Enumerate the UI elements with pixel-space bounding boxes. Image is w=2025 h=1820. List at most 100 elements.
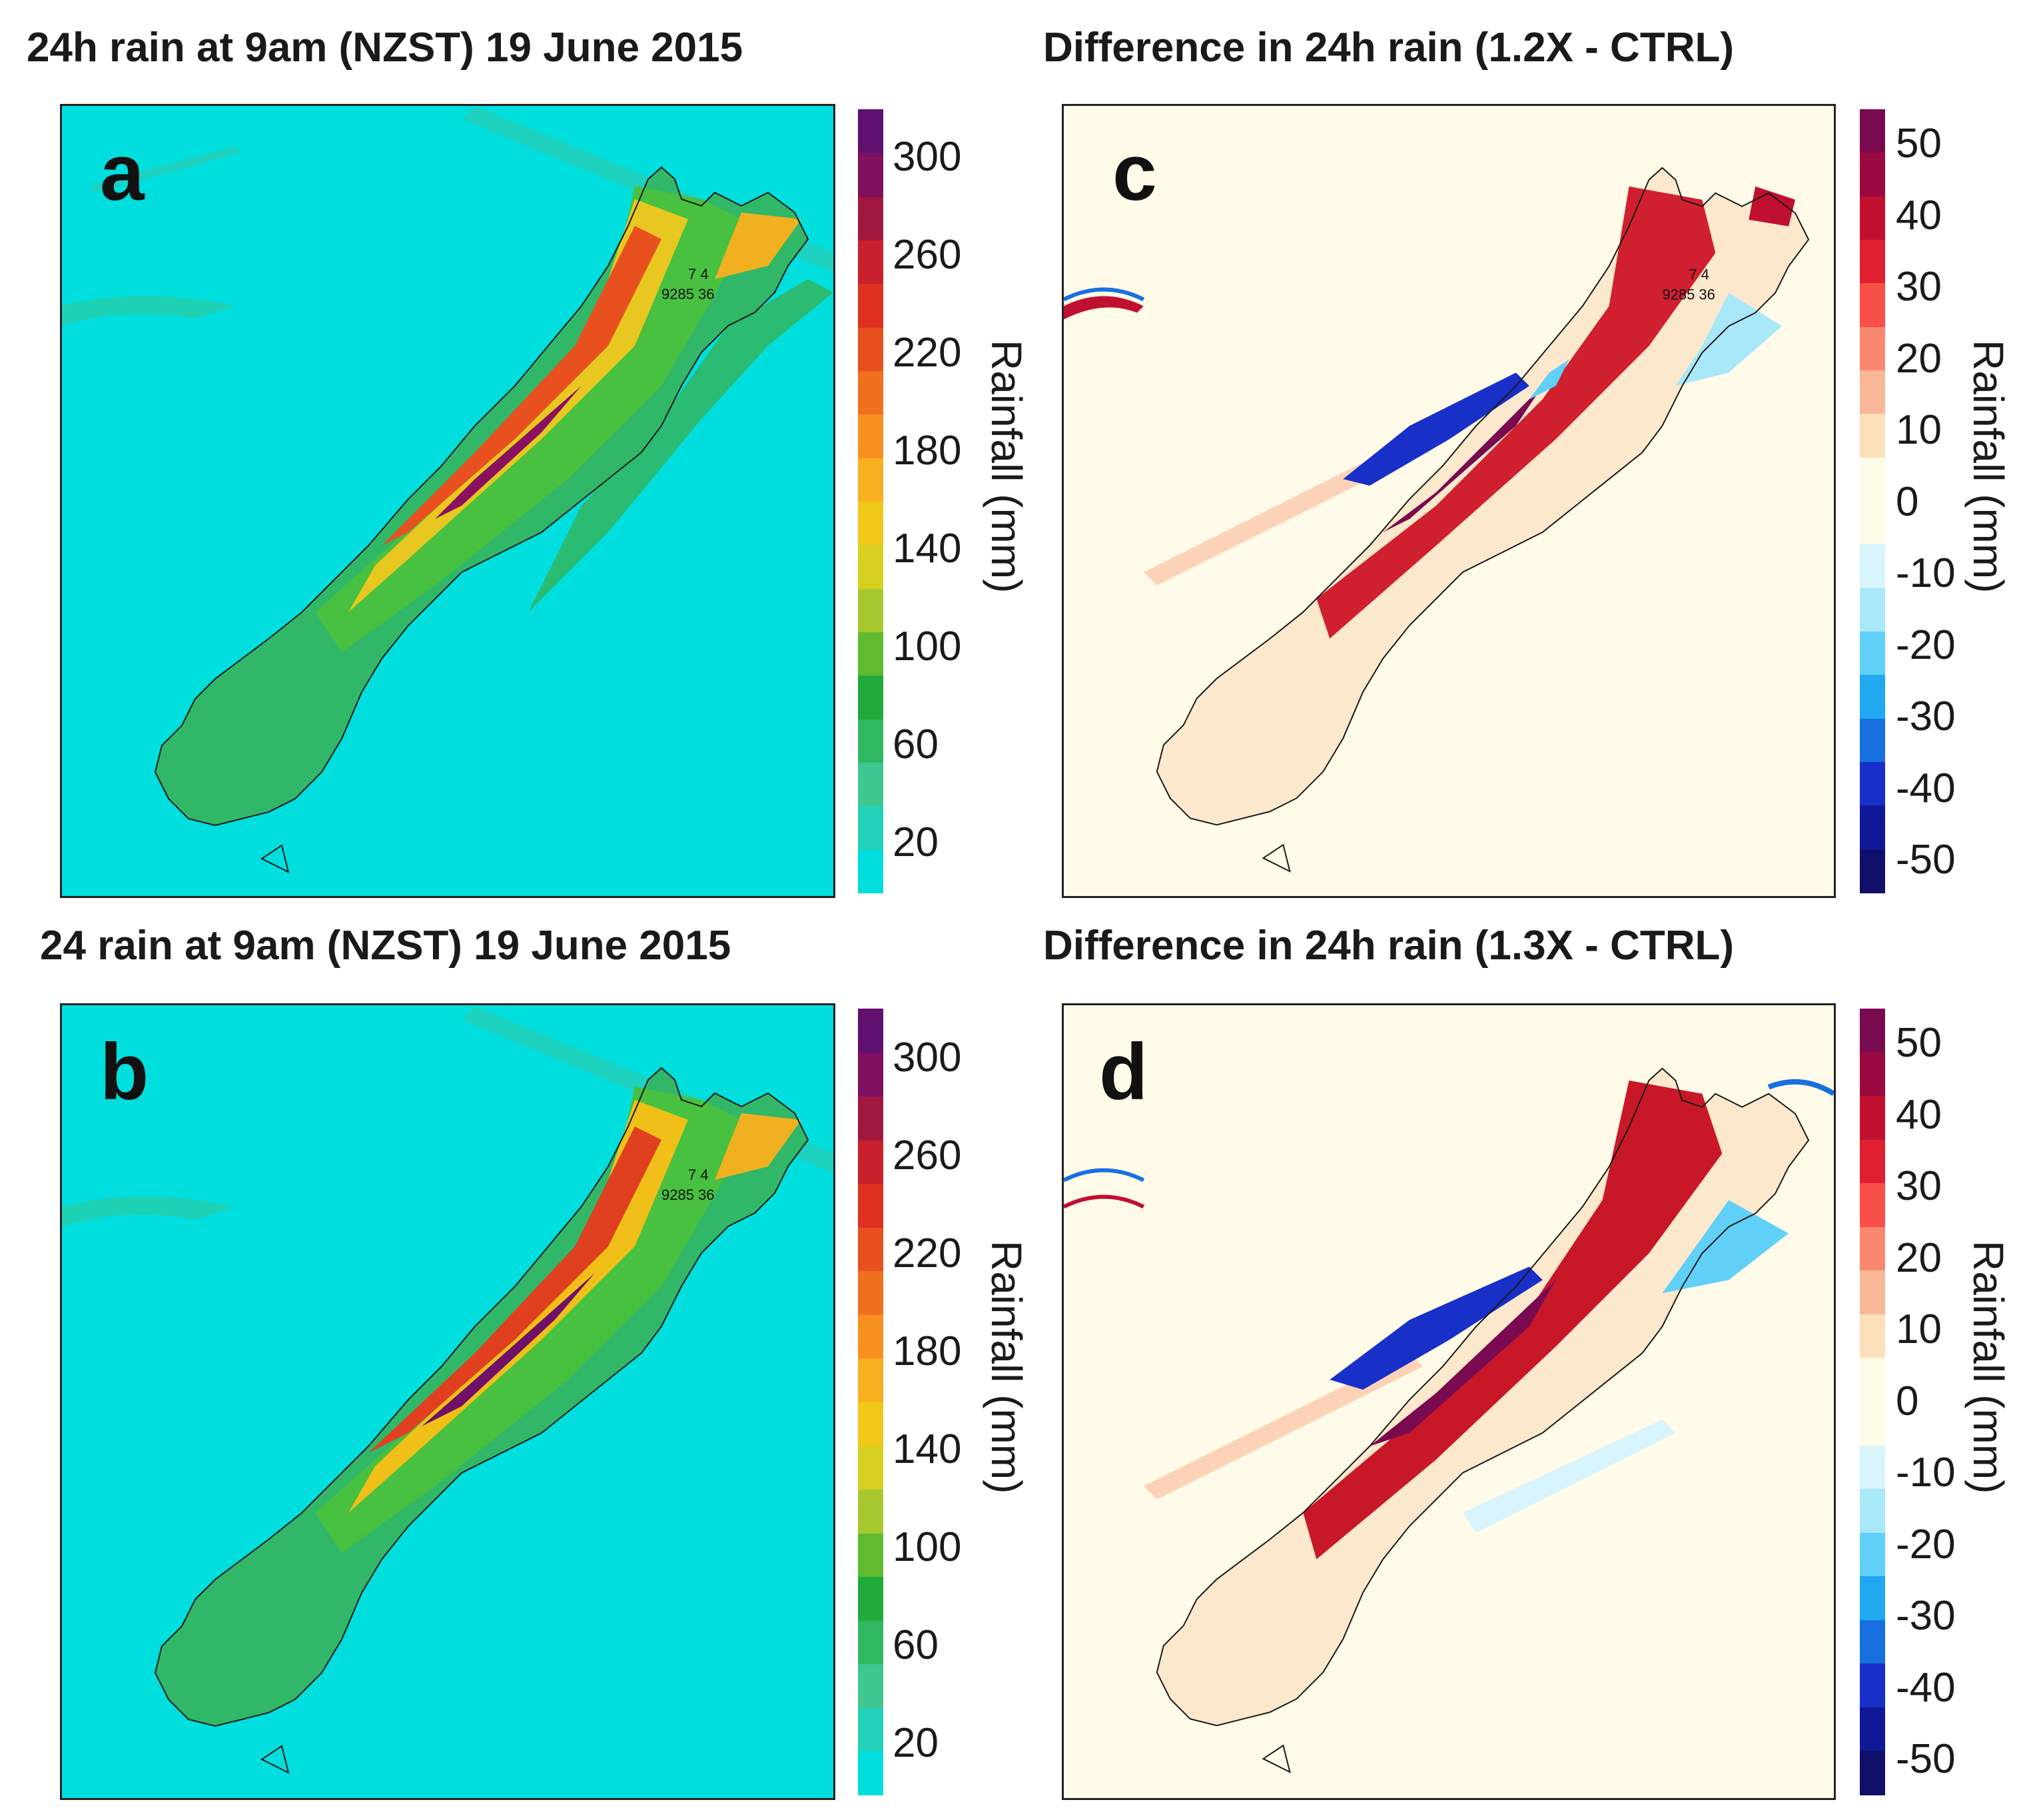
panel-c-title: Difference in 24h rain (1.2X - CTRL) [1043,25,1734,71]
diff-negative-band [1330,1266,1543,1390]
station-top-c: 7 4 [1689,266,1709,283]
colorbar-segment [858,326,883,371]
colorbar-segment [1860,762,1885,807]
colorbar-segment [1860,1402,1885,1446]
colorbar-segment [1860,1619,1885,1665]
stewart-island [260,844,290,873]
colorbar-tick: 30 [1896,264,1942,310]
colorbar-segment [858,1270,883,1315]
colorbar-segment [1860,1751,1885,1795]
panel-a-colorbar-label: Rainfall (mm) [983,340,1030,594]
colorbar-segment [1860,196,1885,240]
colorbar-tick: 50 [1896,1020,1942,1066]
panel-c-map[interactable]: 9285 36 7 4 [1062,104,1836,898]
colorbar-segment [1860,1183,1885,1228]
colorbar-segment [1860,588,1885,632]
colorbar-segment [858,1358,883,1402]
panel-a-map[interactable]: 9285 36 7 4 [60,104,835,898]
diff-negative-streak [1462,1419,1676,1533]
panel-b-map[interactable]: 9285 36 7 4 [60,1003,835,1800]
rain-band-northeast [715,1113,801,1180]
colorbar-segment [858,1096,883,1140]
colorbar-tick: -40 [1896,1664,1956,1711]
panel-a-title: 24h rain at 9am (NZST) 19 June 2015 [27,25,743,71]
streak-shape [1767,1079,1834,1097]
colorbar-segment [858,805,883,850]
colorbar-segment [1860,457,1885,502]
stewart-island [1262,1744,1291,1773]
colorbar-tick: 180 [893,1328,962,1374]
panel-d-diff-field [1064,1067,1834,1727]
panel-c-colorbar [1860,109,1885,893]
colorbar-segment [1860,414,1885,458]
colorbar-tick: 180 [893,428,962,474]
streak-shape [1064,296,1144,320]
diff-negative-light [1529,359,1569,400]
colorbar-tick: 260 [893,232,962,278]
colorbar-segment [1860,1445,1885,1490]
colorbar-segment [858,718,883,763]
panel-a-rain-field [155,167,833,826]
panel-d-title: Difference in 24h rain (1.3X - CTRL) [1043,923,1734,969]
rain-band-northeast [715,213,801,279]
colorbar-segment [1860,370,1885,415]
streak-shape [89,146,242,193]
colorbar-segment [858,457,883,502]
colorbar-segment [858,762,883,807]
colorbar-segment [858,1226,883,1272]
colorbar-tick: 140 [893,526,962,572]
colorbar-segment [1860,718,1885,763]
colorbar-tick: 220 [893,1230,962,1276]
colorbar-tick: 50 [1896,121,1942,167]
station-numbers-b: 9285 36 [661,1186,715,1203]
colorbar-segment [1860,1226,1885,1272]
streak-shape [1143,1353,1423,1500]
colorbar-segment [1860,501,1885,546]
panel-d-letter: d [1099,1027,1148,1117]
colorbar-segment [858,1751,883,1795]
colorbar-segment [1860,1489,1885,1534]
colorbar-segment [858,283,883,328]
rain-band-high [382,226,661,546]
colorbar-segment [858,1402,883,1446]
panel-d-map[interactable] [1062,1003,1836,1800]
diff-lee-negative [1675,292,1783,386]
colorbar-tick: -20 [1896,1521,1956,1568]
colorbar-segment [858,1532,883,1578]
panel-b-colorbar-label: Rainfall (mm) [983,1240,1030,1494]
panel-d-map-svg [1064,1067,1834,1773]
panel-d-colorbar-label: Rainfall (mm) [1964,1240,2012,1494]
colorbar-tick: 60 [893,721,939,767]
colorbar-segment [858,1663,883,1708]
diff-lee-negative [1662,1200,1789,1294]
colorbar-segment [858,153,883,197]
colorbar-segment [1860,675,1885,719]
stewart-island [260,1745,290,1774]
streak-shape [1064,1194,1145,1209]
colorbar-tick: 0 [1896,1378,1919,1424]
colorbar-tick: 20 [1896,1234,1942,1281]
colorbar-tick: 10 [1896,1306,1942,1352]
panel-b-colorbar [858,1009,883,1795]
colorbar-segment [858,1445,883,1490]
colorbar-tick: -30 [1896,693,1956,739]
colorbar-segment [1860,240,1885,284]
diff-positive-band [1303,1080,1723,1560]
colorbar-segment [1860,1052,1885,1097]
colorbar-tick: -30 [1896,1593,1956,1639]
colorbar-tick: 20 [893,1720,939,1766]
colorbar-segment [858,1707,883,1752]
colorbar-segment [858,675,883,719]
colorbar-segment [858,1619,883,1665]
colorbar-segment [1860,805,1885,850]
colorbar-tick: 260 [893,1133,962,1178]
colorbar-segment [1860,1576,1885,1621]
colorbar-segment [1860,849,1885,893]
panel-d-colorbar [1860,1009,1885,1795]
colorbar-tick: -20 [1896,622,1956,668]
colorbar-segment [1860,1139,1885,1184]
colorbar-segment [1860,1532,1885,1578]
colorbar-segment [858,1489,883,1534]
streak-shape [1064,287,1145,302]
colorbar-tick: 60 [893,1622,939,1668]
